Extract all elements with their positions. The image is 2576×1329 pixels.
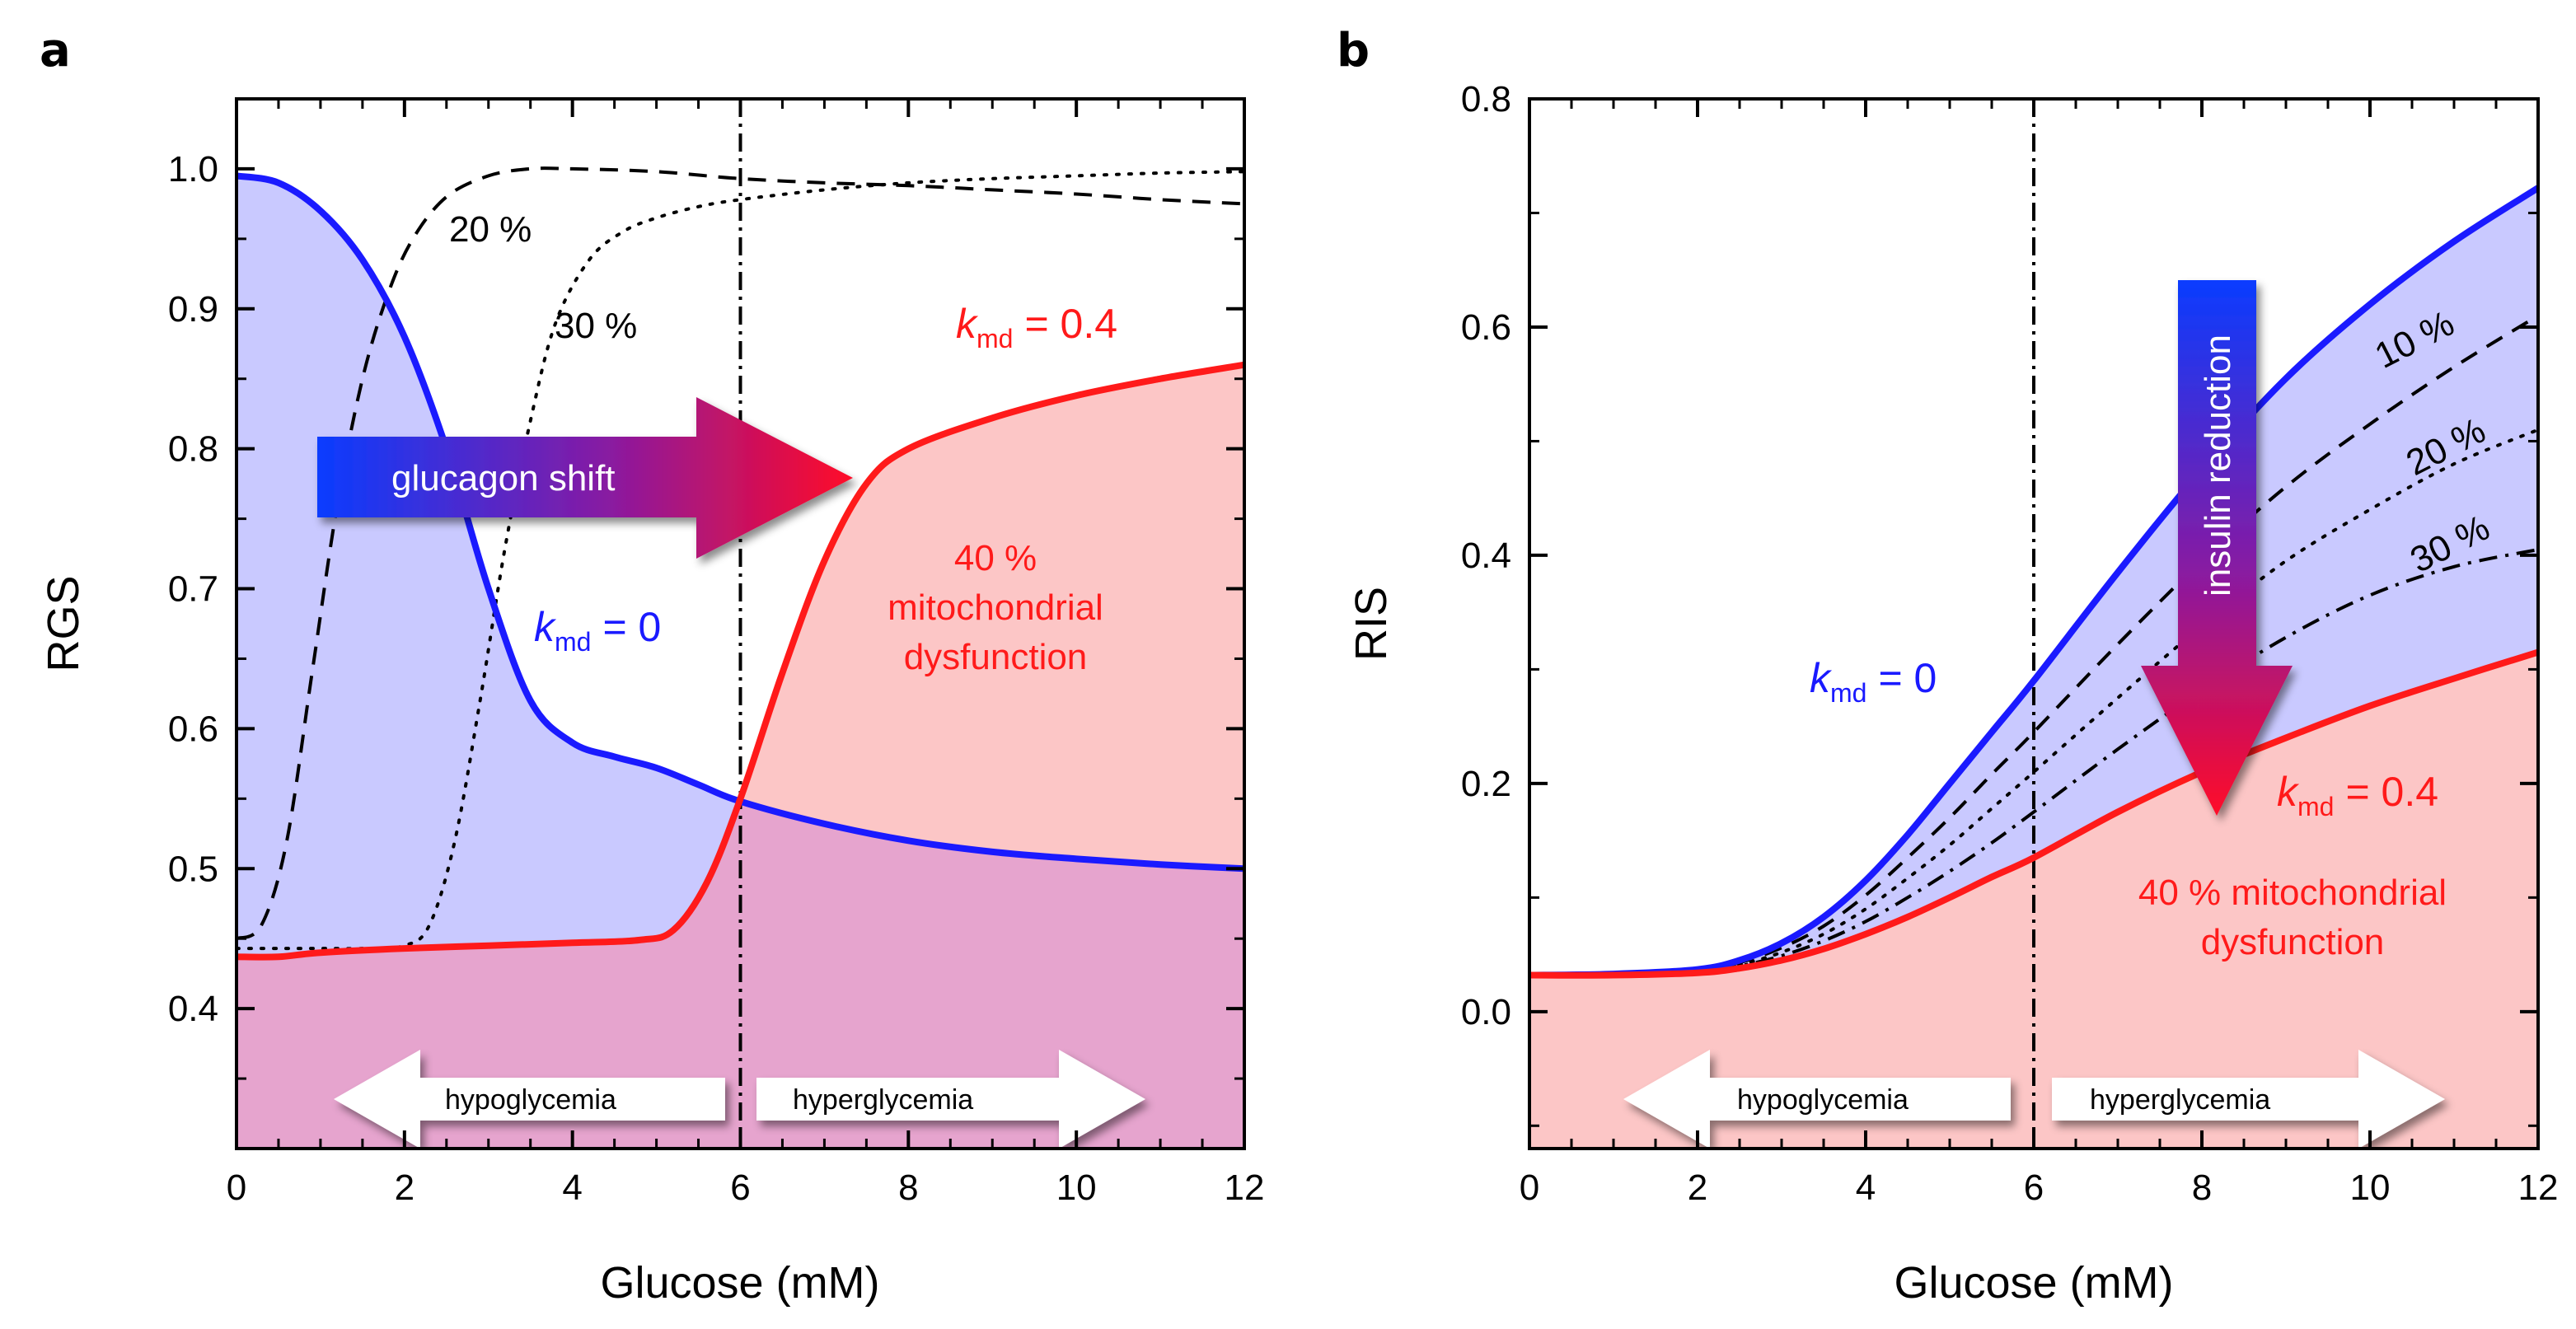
glucagon-shift-label: glucagon shift [391,458,616,498]
series-line-kmd-zero [1529,185,2538,979]
label-30-percent: 30 % [555,306,637,346]
y-tick-label: 0.5 [168,849,218,889]
y-axis-ticks-b: 0.0 0.2 0.4 0.6 0.8 [1461,79,2538,1127]
series-line-20-percent [1529,428,2538,977]
x-tick-label: 0 [1520,1168,1539,1208]
glucagon-shift-arrow [317,397,853,559]
y-tick-label: 0.9 [168,289,218,330]
panel-label-b: b [1337,24,1370,77]
panel-b: b insulin reduction hypoglycemia hy [1337,24,2558,1308]
series-line-kmd-zero [237,172,1244,873]
x-axis-ticks-a: 0 2 4 6 8 10 12 [227,99,1265,1208]
x-axis-ticks-b: 0 2 4 6 8 10 12 [1520,99,2559,1208]
y-tick-label: 0.8 [1461,79,1511,119]
y-tick-label: 0.0 [1461,992,1511,1032]
panel-label-a: a [40,24,71,77]
hyperglycemia-arrow [756,1050,1145,1149]
y-axis-ticks-a: 0.4 0.5 0.6 0.7 0.8 0.9 1.0 [168,97,1244,1080]
x-tick-label: 10 [1056,1168,1097,1208]
series-line-kmd-04 [237,361,1244,961]
y-tick-label: 0.6 [1461,307,1511,348]
dysfunction-label-line-2: mitochondrial [888,587,1103,628]
x-tick-label: 6 [2024,1168,2044,1208]
x-axis-title-b: Glucose (mM) [1894,1258,2173,1308]
dysfunction-label-line-3: dysfunction [904,637,1088,677]
x-tick-label: 12 [2518,1168,2559,1208]
dysfunction-label-line-1: 40 % [954,538,1037,578]
y-axis-title-b: RIS [1347,587,1396,661]
x-tick-label: 8 [898,1168,918,1208]
y-tick-label: 0.7 [168,569,218,610]
y-tick-label: 0.6 [168,709,218,749]
hypoglycemia-arrow [1623,1050,2011,1149]
x-tick-label: 6 [730,1168,750,1208]
x-tick-label: 4 [562,1168,582,1208]
series-line-20-percent [237,166,1244,941]
hyperglycemia-label: hyperglycemia [793,1084,973,1116]
series-line-30-percent [237,170,1244,951]
hyperglycemia-arrow [2052,1050,2445,1149]
x-tick-label: 0 [227,1168,246,1208]
panel-a: a glucagon shift hypoglycemia hyper [39,24,1264,1308]
kmd-04-label: kmd = 0.4 [956,301,1117,353]
kmd-zero-label: kmd = 0 [1810,655,1937,708]
dysfunction-label-line-1: 40 % mitochondrial [2138,873,2447,913]
series-line-10-percent [1529,314,2538,977]
insulin-reduction-arrow [2141,280,2293,816]
y-tick-label: 0.4 [168,989,218,1029]
kmd-04-label: kmd = 0.4 [2277,769,2438,821]
x-tick-label: 2 [395,1168,415,1208]
y-tick-label: 0.8 [168,429,218,470]
hyperglycemia-label: hyperglycemia [2090,1084,2270,1116]
kmd-zero-label: kmd = 0 [534,604,661,657]
y-tick-label: 0.4 [1461,536,1511,576]
insulin-reduction-label: insulin reduction [2198,335,2238,597]
x-tick-label: 12 [1225,1168,1265,1208]
y-tick-label: 0.2 [1461,764,1511,804]
hypoglycemia-label: hypoglycemia [445,1084,616,1116]
kmd-zero-fill-region [1529,188,2538,976]
series-line-kmd-04 [1529,648,2538,979]
y-tick-label: 1.0 [168,149,218,190]
x-tick-label: 10 [2350,1168,2391,1208]
x-tick-label: 2 [1688,1168,1707,1208]
x-tick-label: 4 [1856,1168,1876,1208]
hypoglycemia-label: hypoglycemia [1737,1084,1909,1116]
y-axis-title-a: RGS [39,575,88,672]
label-20-percent: 20 % [449,209,532,250]
hypoglycemia-arrow [334,1050,725,1149]
x-axis-title-a: Glucose (mM) [600,1258,879,1308]
dysfunction-label-line-2: dysfunction [2201,922,2385,962]
x-tick-label: 8 [2192,1168,2212,1208]
